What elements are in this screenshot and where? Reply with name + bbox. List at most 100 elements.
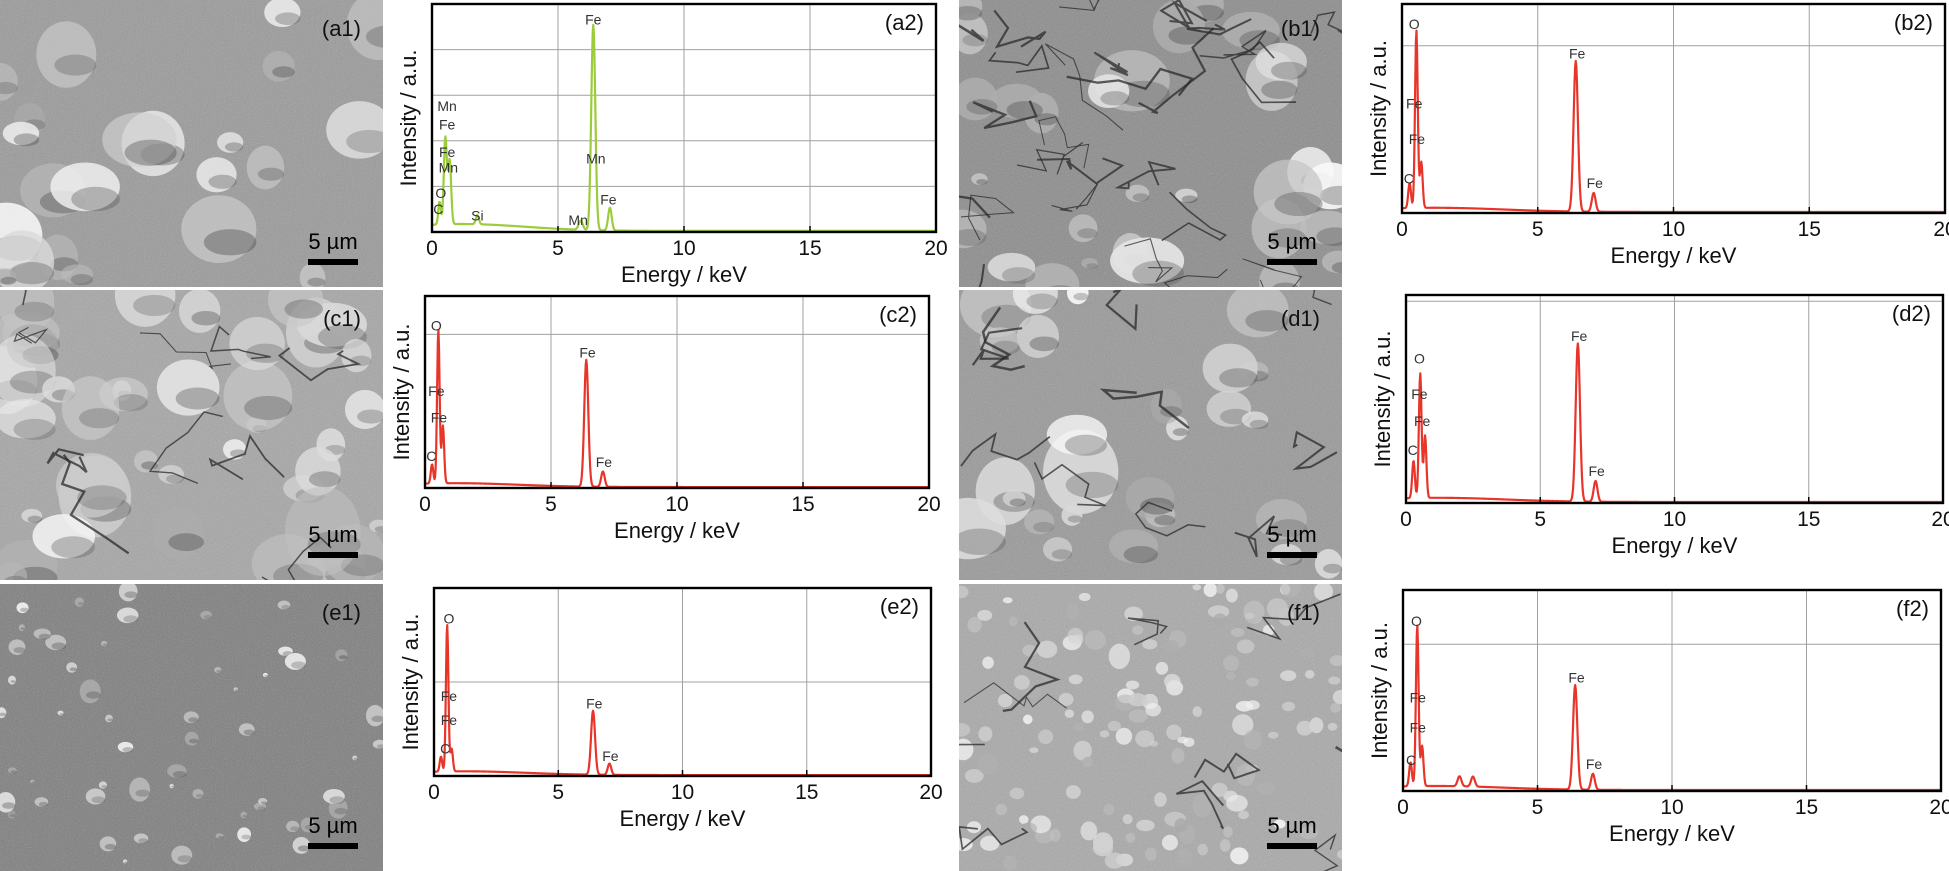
sem-image-a1: (a1) 5 µm [0,0,383,287]
x-axis-title: Energy / keV [1611,243,1737,268]
x-tick-label: 10 [1662,218,1685,241]
x-tick-label: 20 [919,781,942,804]
peak-annotation: Fe [439,144,456,160]
peak-annotation: Si [471,208,483,224]
x-tick-label: 10 [671,781,694,804]
eds-chart-d2: 0 5 10 15 20 Energy / keV Intensity / a.u. (d2)… [1355,290,1949,580]
x-tick-label: 10 [672,237,695,260]
sem-surface-features [0,0,383,287]
chart-panel-label: (f2) [1896,596,1929,621]
y-axis-title: Intensity / a.u. [1366,40,1391,177]
x-tick-label: 5 [1532,796,1544,819]
sem-surface-features [959,0,1342,287]
x-tick-label: 0 [1400,508,1412,531]
gridlines [1405,295,1944,503]
x-axis-title: Energy / keV [620,806,746,831]
sem-image-c1: (c1) 5 µm [0,290,383,580]
eds-chart-c2: 0 5 10 15 20 Energy / keV Intensity / a.u. (c2)… [388,290,954,580]
sem-image-b1: (b1) 5 µm [959,0,1342,287]
x-tick-label: 0 [428,781,440,804]
x-tick-label: 20 [1929,796,1949,819]
eds-spectrum-chart: 0 5 10 15 20 Energy / keV Intensity / a.u. (f2)… [1367,588,1949,846]
scale-bar-label: 5 µm [308,229,357,254]
x-axis-title: Energy / keV [614,518,740,543]
peak-annotation: Mn [437,98,456,114]
gridlines [1401,3,1946,213]
eds-spectrum-chart: 0 5 10 15 20 Energy / keV Intensity / a.u. (c2)… [389,294,941,543]
peak-annotation: O [1411,613,1422,629]
chart-panel-label: (c2) [879,302,917,327]
sem-surface-features [959,290,1342,579]
x-tick-label: 10 [1663,508,1686,531]
peak-annotation: Fe [586,695,603,711]
peak-annotation: C [1404,171,1414,187]
peak-annotation: O [435,185,446,201]
scale-bar [1267,259,1317,265]
x-tick-label: 15 [795,781,818,804]
peak-annotation: Fe [579,344,596,360]
scale-bar [1267,552,1317,558]
peak-annotation: O [1409,16,1420,32]
peak-annotation: Fe [1409,131,1426,147]
x-tick-label: 20 [1931,508,1949,531]
chart-panel-label: (d2) [1892,301,1931,326]
sem-surface-features [0,584,383,865]
scale-bar-label: 5 µm [1267,522,1316,547]
eds-chart-f2: 0 5 10 15 20 Energy / keV Intensity / a.u. (f2)… [1355,584,1949,871]
peak-annotation: Fe [1411,386,1428,402]
sem-panel-label: (a1) [322,16,361,41]
peak-annotation: Mn [439,160,458,176]
peak-annotation: Mn [586,151,605,167]
peak-annotation: Fe [441,688,458,704]
x-tick-label: 15 [791,493,814,516]
peak-annotation: Fe [1406,96,1423,112]
peak-annotation: Fe [1586,756,1603,772]
peak-annotation: C [440,740,450,756]
peak-annotation: O [443,611,454,627]
chart-panel-label: (b2) [1894,10,1933,35]
eds-chart-e2: 0 5 10 15 20 Energy / keV Intensity / a.u. (e2)… [388,584,954,871]
sem-panel-label: (d1) [1281,306,1320,331]
x-tick-label: 20 [924,237,947,260]
peak-annotation: Fe [441,712,458,728]
eds-spectrum-chart: 0 5 10 15 20 Energy / keV Intensity / a.u. (d2)… [1370,293,1949,558]
x-tick-label: 15 [1795,796,1818,819]
scale-bar [308,552,358,558]
peak-annotation: C [433,201,443,217]
peak-annotation: Fe [1568,669,1585,685]
eds-spectrum-chart: 0 5 10 15 20 Energy / keV Intensity / a.u. (b2)… [1366,2,1949,268]
sem-panel-label: (f1) [1287,600,1320,625]
scale-bar [1267,843,1317,849]
x-axis-title: Energy / keV [1609,821,1735,846]
peak-annotation: C [1406,752,1416,768]
x-tick-label: 5 [1534,508,1546,531]
sem-micrograph: (c1) 5 µm [0,290,383,580]
sem-micrograph: (e1) 5 µm [0,584,383,871]
y-axis-title: Intensity / a.u. [1370,331,1395,468]
x-tick-label: 5 [1532,218,1544,241]
x-tick-label: 0 [1396,218,1408,241]
scale-bar-label: 5 µm [308,522,357,547]
peak-annotation: Fe [1571,328,1588,344]
sem-image-f1: (f1) 5 µm [959,584,1342,871]
y-axis-title: Intensity / a.u. [396,50,421,187]
x-tick-label: 5 [545,493,557,516]
x-tick-label: 0 [426,237,438,260]
peak-annotation: Fe [1414,413,1431,429]
sem-noise-texture [0,584,383,871]
x-tick-label: 15 [798,237,821,260]
peak-annotation: O [1414,351,1425,367]
peak-annotation: Fe [1587,175,1604,191]
sem-micrograph: (b1) 5 µm [959,0,1342,287]
peak-annotation: Fe [585,12,602,28]
scale-bar-label: 5 µm [1267,229,1316,254]
sem-image-e1: (e1) 5 µm [0,584,383,871]
x-tick-label: 20 [1933,218,1949,241]
peak-annotation: Fe [596,454,613,470]
sem-panel-label: (b1) [1281,16,1320,41]
x-tick-label: 5 [552,781,564,804]
x-axis-title: Energy / keV [621,262,747,287]
scale-bar [308,843,358,849]
peak-annotation: Fe [439,116,456,132]
sem-micrograph: (a1) 5 µm [0,0,383,287]
